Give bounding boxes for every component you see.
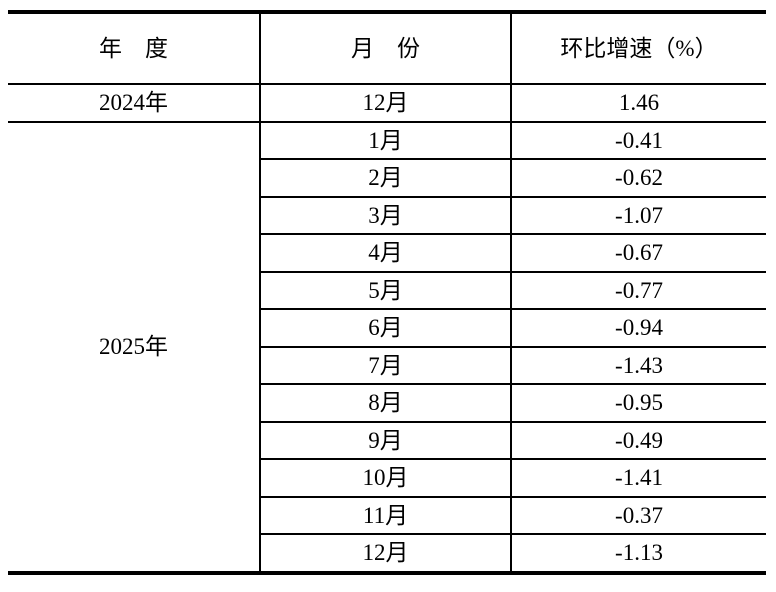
month-cell: 12月 bbox=[259, 83, 512, 123]
value-cell: -1.41 bbox=[510, 458, 766, 498]
table-row-2025-8: 8月 -0.95 bbox=[8, 383, 766, 423]
month-cell: 1月 bbox=[259, 120, 512, 160]
mom-growth-table: 年 度 月 份 环比增速（%） 2024年 12月 1.46 2025年 1月 … bbox=[8, 10, 766, 575]
month-cell: 7月 bbox=[259, 345, 512, 385]
year-cell-2024: 2024年 bbox=[8, 83, 261, 123]
table-row-2025-3: 3月 -1.07 bbox=[8, 195, 766, 235]
col-header-growth: 环比增速（%） bbox=[510, 11, 766, 85]
month-cell: 10月 bbox=[259, 458, 512, 498]
value-cell: -1.43 bbox=[510, 345, 766, 385]
value-cell: 1.46 bbox=[510, 83, 766, 123]
col-header-year: 年 度 bbox=[8, 11, 261, 85]
value-cell: -0.94 bbox=[510, 308, 766, 348]
value-cell: -0.77 bbox=[510, 270, 766, 310]
month-cell: 12月 bbox=[259, 533, 512, 574]
table-row-2025-7: 7月 -1.43 bbox=[8, 345, 766, 385]
year-cell-2025: 2025年 bbox=[8, 120, 261, 574]
value-cell: -0.37 bbox=[510, 495, 766, 535]
growth-rate-table-container: 年 度 月 份 环比增速（%） 2024年 12月 1.46 2025年 1月 … bbox=[8, 10, 766, 575]
month-cell: 4月 bbox=[259, 233, 512, 273]
value-cell: -1.13 bbox=[510, 533, 766, 574]
table-row-2025-6: 6月 -0.94 bbox=[8, 308, 766, 348]
month-cell: 6月 bbox=[259, 308, 512, 348]
table-row-2025-4: 4月 -0.67 bbox=[8, 233, 766, 273]
value-cell: -0.62 bbox=[510, 158, 766, 198]
table-header-row: 年 度 月 份 环比增速（%） bbox=[8, 11, 766, 85]
table-row-2025-1: 2025年 1月 -0.41 bbox=[8, 120, 766, 574]
table-row-2025-2: 2月 -0.62 bbox=[8, 158, 766, 198]
value-cell: -0.95 bbox=[510, 383, 766, 423]
table-row-2025-9: 9月 -0.49 bbox=[8, 420, 766, 460]
value-cell: -1.07 bbox=[510, 195, 766, 235]
month-cell: 2月 bbox=[259, 158, 512, 198]
table-row-2024-12: 2024年 12月 1.46 bbox=[8, 83, 766, 123]
table-row-2025-12: 12月 -1.13 bbox=[8, 533, 766, 574]
month-cell: 9月 bbox=[259, 420, 512, 460]
value-cell: -0.67 bbox=[510, 233, 766, 273]
month-cell: 5月 bbox=[259, 270, 512, 310]
value-cell: -0.41 bbox=[510, 120, 766, 160]
month-cell: 3月 bbox=[259, 195, 512, 235]
month-cell: 11月 bbox=[259, 495, 512, 535]
month-cell: 8月 bbox=[259, 383, 512, 423]
table-row-2025-11: 11月 -0.37 bbox=[8, 495, 766, 535]
table-row-2025-10: 10月 -1.41 bbox=[8, 458, 766, 498]
value-cell: -0.49 bbox=[510, 420, 766, 460]
table-row-2025-5: 5月 -0.77 bbox=[8, 270, 766, 310]
col-header-month: 月 份 bbox=[259, 11, 512, 85]
